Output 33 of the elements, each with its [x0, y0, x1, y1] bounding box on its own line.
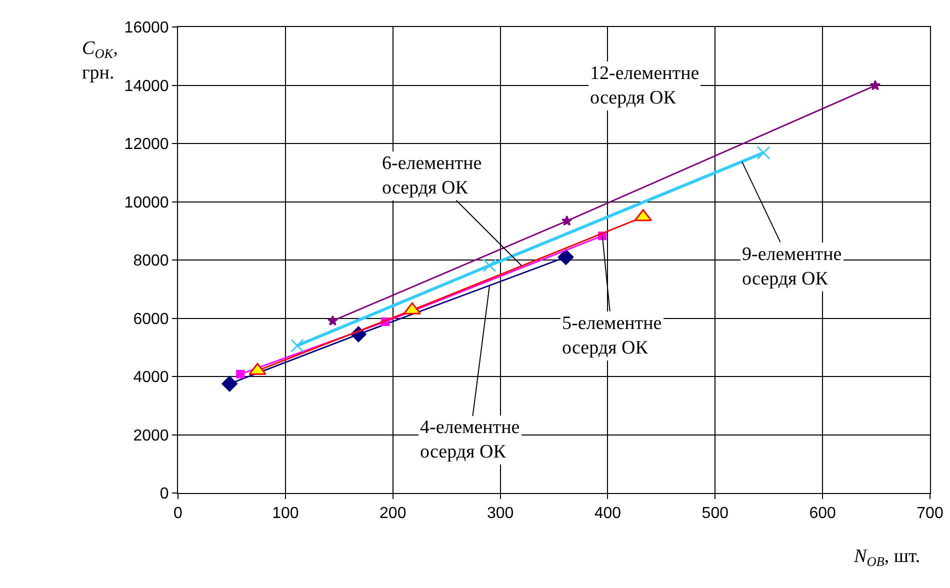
point	[482, 258, 496, 272]
y-tick-label: 10000	[124, 194, 169, 212]
y-tick-label: 2000	[133, 427, 169, 444]
point	[558, 249, 574, 265]
point	[236, 370, 245, 378]
x-tick-label: 700	[916, 505, 944, 522]
point	[290, 338, 304, 352]
x-tick-label: 400	[594, 505, 622, 522]
text: 5-елементне осердя ОК	[562, 313, 662, 359]
point	[327, 315, 338, 326]
x-axis-title: N$_{ОВ}$, шт.	[853, 546, 920, 569]
y-tick-label: 14000	[124, 78, 169, 95]
y-tick-label: 16000	[124, 20, 169, 37]
y-tick-label: 6000	[133, 310, 169, 328]
x-tick-label: 0	[174, 505, 183, 522]
y-axis-title: C$_{ОК}$, грн.	[82, 38, 118, 84]
text: 4-елементне осердя ОК	[420, 417, 520, 463]
text: 12-елементне осердя ОК	[590, 63, 700, 109]
x-tick-label: 200	[380, 505, 406, 522]
x-tick-label: 500	[702, 505, 729, 522]
x-tick-label: 300	[486, 505, 514, 522]
point	[222, 376, 238, 392]
y-tick-label: 0	[160, 486, 169, 503]
y-tick-label: 4000	[133, 369, 169, 386]
y-tick-label: 8000	[133, 252, 169, 270]
point	[756, 146, 770, 160]
y-tick-label: 12000	[124, 136, 169, 154]
x-tick-label: 600	[809, 505, 836, 522]
point	[870, 80, 881, 90]
text: 9-елементне осердя ОК	[742, 244, 842, 290]
text: 6-елементне осердя ОК	[382, 153, 482, 199]
x-tick-label: 100	[272, 505, 299, 522]
point	[561, 215, 572, 226]
